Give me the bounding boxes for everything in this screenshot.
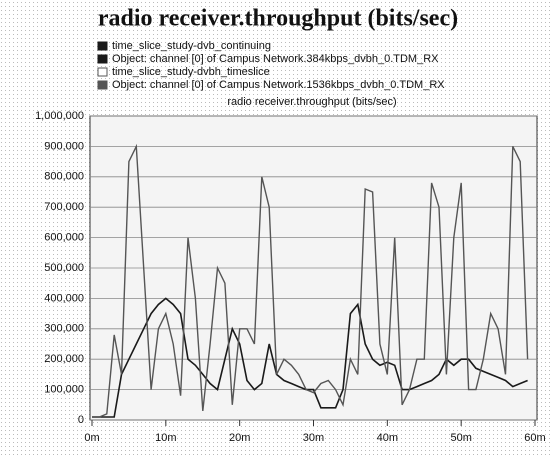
y-tick-label: 200,000: [44, 353, 84, 365]
legend-swatch: [97, 54, 108, 64]
y-tick-label: 400,000: [44, 292, 84, 304]
y-tick-label: 300,000: [44, 323, 84, 335]
x-tick-label: 20m: [229, 432, 250, 444]
x-tick-label: 0m: [84, 432, 99, 444]
y-tick-label: 900,000: [44, 140, 84, 152]
legend-label: time_slice_study-dvbh_timeslice: [112, 66, 270, 78]
y-axis-label: radio receiver.throughput (bits/sec): [227, 96, 396, 108]
x-tick-label: 10m: [155, 432, 176, 444]
legend-swatch: [97, 41, 108, 51]
x-tick-label: 30m: [303, 432, 324, 444]
y-tick-label: 800,000: [44, 171, 84, 183]
legend-object: Object: channel [0] of Campus Network.38…: [112, 53, 439, 65]
y-tick-label: 700,000: [44, 201, 84, 213]
x-tick-label: 50m: [450, 432, 471, 444]
series-line: [92, 297, 528, 418]
series-line: [92, 143, 529, 418]
y-tick-label: 1,000,000: [35, 110, 84, 122]
y-tick-label: 500,000: [44, 262, 84, 274]
x-tick-label: 40m: [377, 432, 398, 444]
legend-object: Object: channel [0] of Campus Network.15…: [112, 79, 445, 91]
x-tick-label: 60m: [524, 432, 545, 444]
y-tick-label: 100,000: [44, 384, 84, 396]
legend-label: time_slice_study-dvb_continuing: [112, 40, 271, 52]
y-tick-label: 0: [78, 414, 84, 426]
y-tick-label: 600,000: [44, 232, 84, 244]
legend-swatch: [97, 67, 108, 77]
legend-swatch: [97, 80, 108, 90]
chart-title: radio receiver.throughput (bits/sec): [98, 6, 458, 32]
